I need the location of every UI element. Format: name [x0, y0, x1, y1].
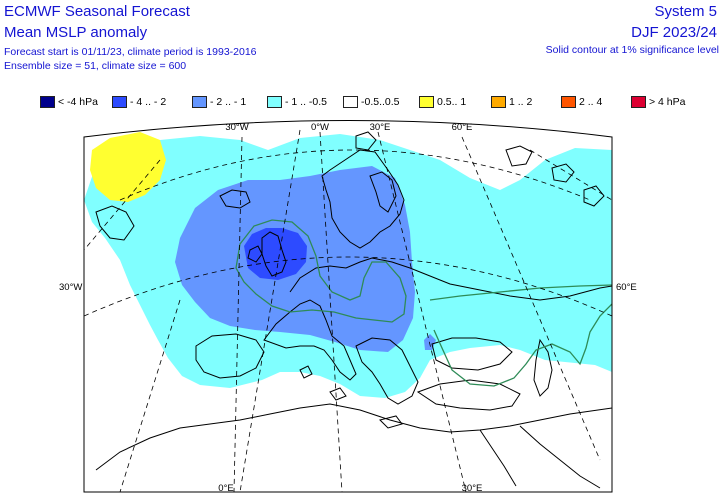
legend-label: - 2 .. - 1: [210, 96, 247, 108]
legend-item: -0.5..0.5: [343, 96, 419, 108]
legend-label: 0.5.. 1: [437, 96, 467, 108]
legend-label: - 1 .. -0.5: [285, 96, 328, 108]
legend-label: > 4 hPa: [649, 96, 686, 108]
anomaly-region-positive: [90, 132, 166, 202]
ensemble-info: Ensemble size = 51, climate size = 600: [4, 60, 187, 72]
legend-item: 1 .. 2: [491, 96, 561, 108]
legend-label: 1 .. 2: [509, 96, 533, 108]
legend-item: - 1 .. -0.5: [267, 96, 343, 108]
lon-label-top-0w: 0°W: [311, 122, 329, 133]
anomaly-region-strong: [244, 228, 307, 280]
significance-contours: [235, 219, 612, 387]
legend-swatch: [343, 96, 358, 108]
significance-note: Solid contour at 1% significance level: [545, 44, 719, 56]
season-label: DJF 2023/24: [631, 24, 717, 41]
legend-swatch: [561, 96, 576, 108]
forecast-info: Forecast start is 01/11/23, climate peri…: [4, 46, 257, 58]
legend-swatch: [112, 96, 127, 108]
lon-label-right-60e: 60°E: [616, 282, 637, 293]
legend-item: 2 .. 4: [561, 96, 631, 108]
legend-swatch: [192, 96, 207, 108]
legend-item: 0.5.. 1: [419, 96, 491, 108]
map-subtitle: Mean MSLP anomaly: [4, 24, 148, 41]
forecast-map: 30°W 0°W 30°E 60°E 30°W 60°E 0°E 30°E: [59, 120, 637, 494]
lon-label-bottom-0e: 0°E: [218, 483, 233, 494]
legend-swatch: [631, 96, 646, 108]
legend-swatch: [40, 96, 55, 108]
lon-label-top-60e: 60°E: [452, 122, 473, 133]
legend-item: - 4 .. - 2: [112, 96, 192, 108]
legend-label: < -4 hPa: [58, 96, 98, 108]
lon-label-bottom-30e: 30°E: [462, 483, 483, 494]
legend-swatch: [491, 96, 506, 108]
legend-item: < -4 hPa: [40, 96, 112, 108]
color-legend: < -4 hPa - 4 .. - 2 - 2 .. - 1 - 1 .. -0…: [40, 94, 720, 110]
legend-swatch: [419, 96, 434, 108]
lon-label-top-30e: 30°E: [370, 122, 391, 133]
legend-item: - 2 .. - 1: [192, 96, 267, 108]
legend-swatch: [267, 96, 282, 108]
legend-label: - 4 .. - 2: [130, 96, 167, 108]
map-title: ECMWF Seasonal Forecast: [4, 3, 190, 20]
legend-label: 2 .. 4: [579, 96, 603, 108]
lon-label-left-30w: 30°W: [59, 282, 82, 293]
map-border: [83, 120, 613, 493]
lon-label-top-30w: 30°W: [225, 122, 248, 133]
graticule: [84, 129, 612, 492]
system-label: System 5: [654, 3, 717, 20]
legend-label: -0.5..0.5: [361, 96, 400, 108]
legend-item: > 4 hPa: [631, 96, 701, 108]
